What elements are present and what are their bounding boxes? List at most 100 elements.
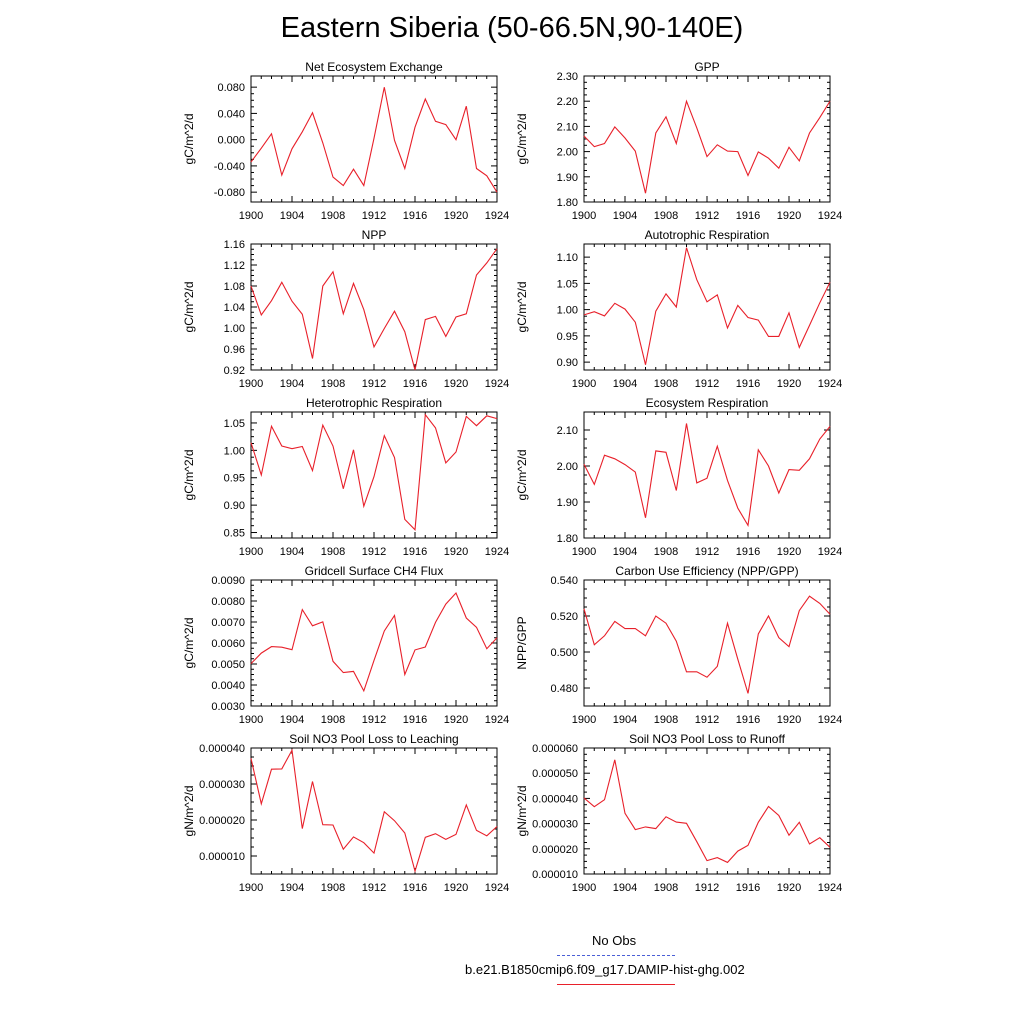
- panel-4: Heterotrophic Respiration gC/m^2/d 1900 190…: [182, 396, 509, 558]
- x-tick-label: 1920: [444, 378, 468, 390]
- series-line: [583, 595, 831, 694]
- x-tick-label: 1904: [613, 546, 637, 558]
- y-tick-label: 1.08: [224, 281, 245, 293]
- x-tick-label: 1900: [239, 546, 263, 558]
- y-tick-label: 2.00: [557, 461, 578, 473]
- y-axis-label: gC/m^2/d: [182, 450, 196, 501]
- y-axis-label: gN/m^2/d: [182, 786, 196, 837]
- x-tick-label: 1916: [403, 714, 427, 726]
- x-tick-label: 1908: [654, 882, 678, 894]
- x-tick-label: 1904: [613, 882, 637, 894]
- x-tick-label: 1920: [777, 882, 801, 894]
- x-tick-label: 1920: [444, 882, 468, 894]
- x-tick-label: 1912: [695, 882, 719, 894]
- y-tick-label: 1.10: [557, 252, 578, 264]
- x-tick-label: 1904: [613, 378, 637, 390]
- panel-7: Carbon Use Efficiency (NPP/GPP) NPP/GPP 19…: [515, 564, 842, 726]
- x-tick-label: 1900: [572, 546, 596, 558]
- x-tick-label: 1920: [444, 546, 468, 558]
- legend-label-obs: No Obs: [592, 933, 637, 948]
- panel-title: Ecosystem Respiration: [646, 396, 769, 410]
- y-tick-label: 1.90: [557, 497, 578, 509]
- x-tick-label: 1900: [239, 378, 263, 390]
- y-axis-label: NPP/GPP: [515, 616, 529, 669]
- y-tick-label: 2.10: [557, 121, 578, 133]
- x-tick-label: 1916: [403, 546, 427, 558]
- panel-title: Gridcell Surface CH4 Flux: [305, 564, 444, 578]
- y-tick-label: 0.000050: [532, 768, 578, 780]
- y-tick-label: 0.080: [217, 82, 245, 94]
- plot-frame: [583, 75, 831, 203]
- x-tick-label: 1904: [280, 546, 304, 558]
- plot-frame: [583, 579, 831, 707]
- x-tick-label: 1924: [485, 378, 509, 390]
- y-tick-label: 0.000060: [532, 743, 578, 755]
- series-line: [250, 591, 498, 693]
- x-tick-label: 1912: [695, 378, 719, 390]
- x-tick-label: 1920: [777, 210, 801, 222]
- x-tick-label: 1908: [654, 210, 678, 222]
- panel-title: Autotrophic Respiration: [645, 228, 770, 242]
- series-line: [250, 748, 498, 874]
- x-tick-label: 1912: [695, 210, 719, 222]
- legend-line-obs: [557, 955, 675, 956]
- y-tick-label: 1.80: [557, 533, 578, 545]
- x-tick-label: 1912: [695, 546, 719, 558]
- x-tick-label: 1900: [239, 714, 263, 726]
- y-tick-label: 0.000010: [532, 869, 578, 881]
- y-tick-label: 0.95: [224, 473, 245, 485]
- plot-frame: [583, 747, 831, 875]
- x-tick-label: 1912: [362, 546, 386, 558]
- y-tick-label: 0.500: [550, 647, 578, 659]
- y-tick-label: 0.000040: [199, 743, 245, 755]
- y-tick-label: 0.96: [224, 344, 245, 356]
- x-tick-label: 1916: [736, 378, 760, 390]
- x-tick-label: 1924: [485, 882, 509, 894]
- x-tick-label: 1908: [654, 714, 678, 726]
- y-tick-label: 0.520: [550, 611, 578, 623]
- y-tick-label: 1.04: [224, 302, 245, 314]
- y-tick-label: 0.90: [557, 357, 578, 369]
- x-tick-label: 1904: [280, 378, 304, 390]
- x-tick-label: 1908: [321, 546, 345, 558]
- panel-2: NPP gC/m^2/d 1900 1904 1908 1912 1916 1920 1924 0…: [182, 228, 509, 390]
- x-tick-label: 1924: [818, 378, 842, 390]
- y-axis-label: gC/m^2/d: [515, 450, 529, 501]
- plot-frame: [250, 579, 498, 707]
- figure-title: Eastern Siberia (50-66.5N,90-140E): [280, 12, 744, 44]
- y-tick-label: 0.540: [550, 575, 578, 587]
- series-line: [250, 413, 498, 532]
- x-tick-label: 1904: [613, 210, 637, 222]
- y-axis-label: gC/m^2/d: [182, 282, 196, 333]
- y-axis-label: gN/m^2/d: [515, 786, 529, 837]
- x-tick-label: 1924: [485, 714, 509, 726]
- y-axis-label: gC/m^2/d: [515, 114, 529, 165]
- y-tick-label: 1.05: [224, 418, 245, 430]
- x-tick-label: 1900: [572, 714, 596, 726]
- panel-title: Heterotrophic Respiration: [306, 396, 442, 410]
- x-tick-label: 1904: [280, 714, 304, 726]
- y-tick-label: -0.080: [214, 187, 245, 199]
- series-line: [250, 248, 498, 371]
- y-tick-label: 0.040: [217, 108, 245, 120]
- x-tick-label: 1916: [736, 882, 760, 894]
- x-tick-label: 1900: [239, 882, 263, 894]
- panel-8: Soil NO3 Pool Loss to Leaching gN/m^2/d 19…: [182, 732, 509, 894]
- y-tick-label: 1.80: [557, 197, 578, 209]
- x-tick-label: 1924: [485, 546, 509, 558]
- panel-title: Soil NO3 Pool Loss to Runoff: [629, 732, 786, 746]
- y-tick-label: 0.000040: [532, 793, 578, 805]
- y-tick-label: 1.00: [557, 305, 578, 317]
- x-tick-label: 1908: [321, 378, 345, 390]
- panel-title: Net Ecosystem Exchange: [305, 60, 443, 74]
- x-tick-label: 1916: [736, 210, 760, 222]
- series-line: [583, 247, 831, 365]
- y-tick-label: 0.0030: [211, 701, 245, 713]
- y-tick-label: 0.0070: [211, 617, 245, 629]
- plot-frame: [250, 243, 498, 371]
- y-axis-label: gC/m^2/d: [182, 114, 196, 165]
- y-tick-label: 0.92: [224, 365, 245, 377]
- x-tick-label: 1900: [239, 210, 263, 222]
- x-tick-label: 1916: [403, 210, 427, 222]
- x-tick-label: 1920: [777, 546, 801, 558]
